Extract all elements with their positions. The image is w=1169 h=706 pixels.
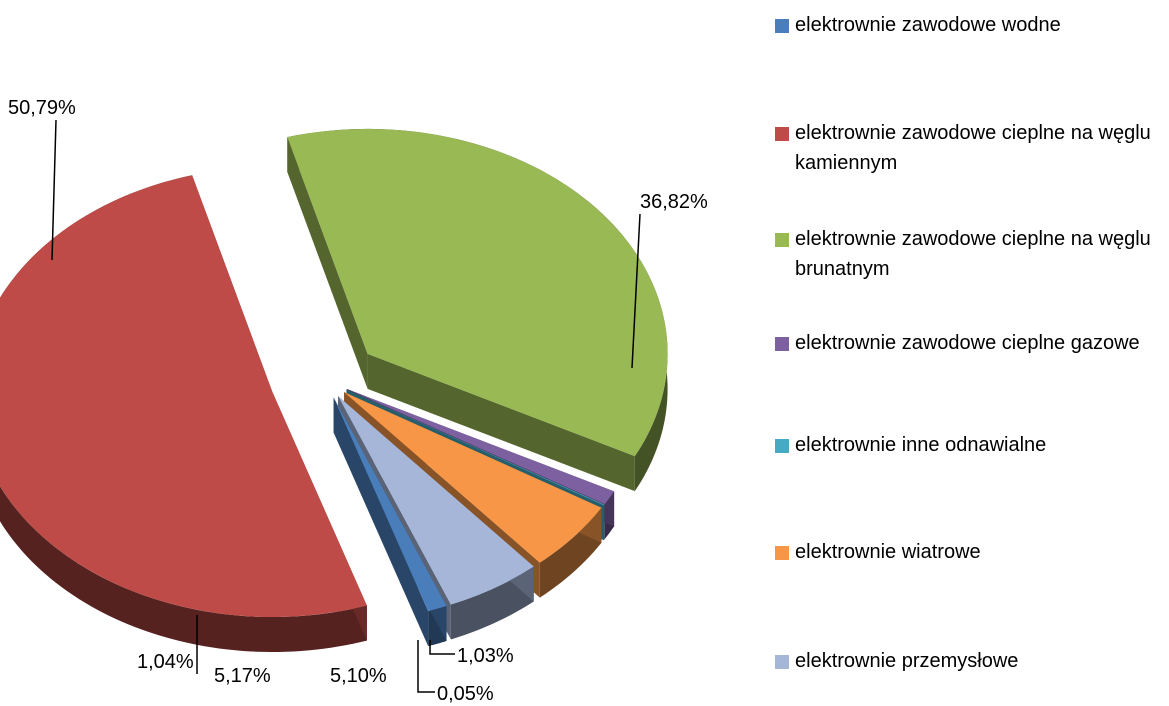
legend-swatch: [775, 655, 789, 669]
pie-chart: 1,04% 50,79% 36,82% 1,03% 0,05% 5,10% 5,17%: [0, 97, 708, 705]
legend-item: elektrownie zawodowe wodne: [775, 10, 1165, 40]
legend-label: elektrownie zawodowe cieplne na węglu br…: [795, 228, 1151, 280]
legend-label: elektrownie zawodowe cieplne gazowe: [795, 332, 1140, 354]
legend-swatch: [775, 233, 789, 247]
pie-slice: [287, 128, 668, 457]
data-label: 1,04%: [137, 651, 194, 673]
leader-line: [51, 119, 57, 261]
legend-item: elektrownie przemysłowe: [775, 646, 1165, 676]
legend-label: elektrownie przemysłowe: [795, 650, 1019, 672]
chart-legend: elektrownie zawodowe wodne elektrownie z…: [775, 0, 1165, 706]
leader-line: [429, 640, 455, 655]
data-label: 0,05%: [437, 683, 494, 705]
pie-slice-side: [450, 566, 534, 640]
data-label: 36,82%: [640, 191, 708, 213]
pie-slice: [344, 392, 602, 563]
legend-item: elektrownie zawodowe cieplne na węglu ka…: [775, 118, 1165, 178]
legend-swatch: [775, 127, 789, 141]
data-label: 1,03%: [457, 645, 514, 667]
legend-swatch: [775, 439, 789, 453]
legend-item: elektrownie zawodowe cieplne na węglu br…: [775, 224, 1165, 284]
legend-swatch: [775, 19, 789, 33]
pie-slice: [346, 389, 605, 506]
legend-item: elektrownie wiatrowe: [775, 537, 1165, 567]
legend-label: elektrownie wiatrowe: [795, 541, 981, 563]
pie-slice-side: [333, 397, 429, 647]
legend-swatch: [775, 337, 789, 351]
pie-slice: [333, 397, 447, 612]
legend-label: elektrownie zawodowe cieplne na węglu ka…: [795, 122, 1151, 174]
leader-line: [631, 213, 641, 369]
legend-item: elektrownie zawodowe cieplne gazowe: [775, 328, 1165, 358]
pie-slice-side: [367, 353, 635, 492]
pie-slice: [346, 389, 615, 505]
pie-slice: [338, 396, 534, 605]
pie-slice-side: [287, 137, 368, 389]
legend-swatch: [775, 546, 789, 560]
pie-slice: [0, 175, 367, 617]
legend-label: elektrownie zawodowe wodne: [795, 14, 1061, 36]
legend-item: elektrownie inne odnawialne: [775, 430, 1165, 460]
data-label: 5,10%: [330, 665, 387, 687]
data-label: 5,17%: [214, 665, 271, 687]
data-label: 50,79%: [8, 97, 76, 119]
legend-label: elektrownie inne odnawialne: [795, 434, 1047, 456]
leader-line: [417, 640, 435, 693]
